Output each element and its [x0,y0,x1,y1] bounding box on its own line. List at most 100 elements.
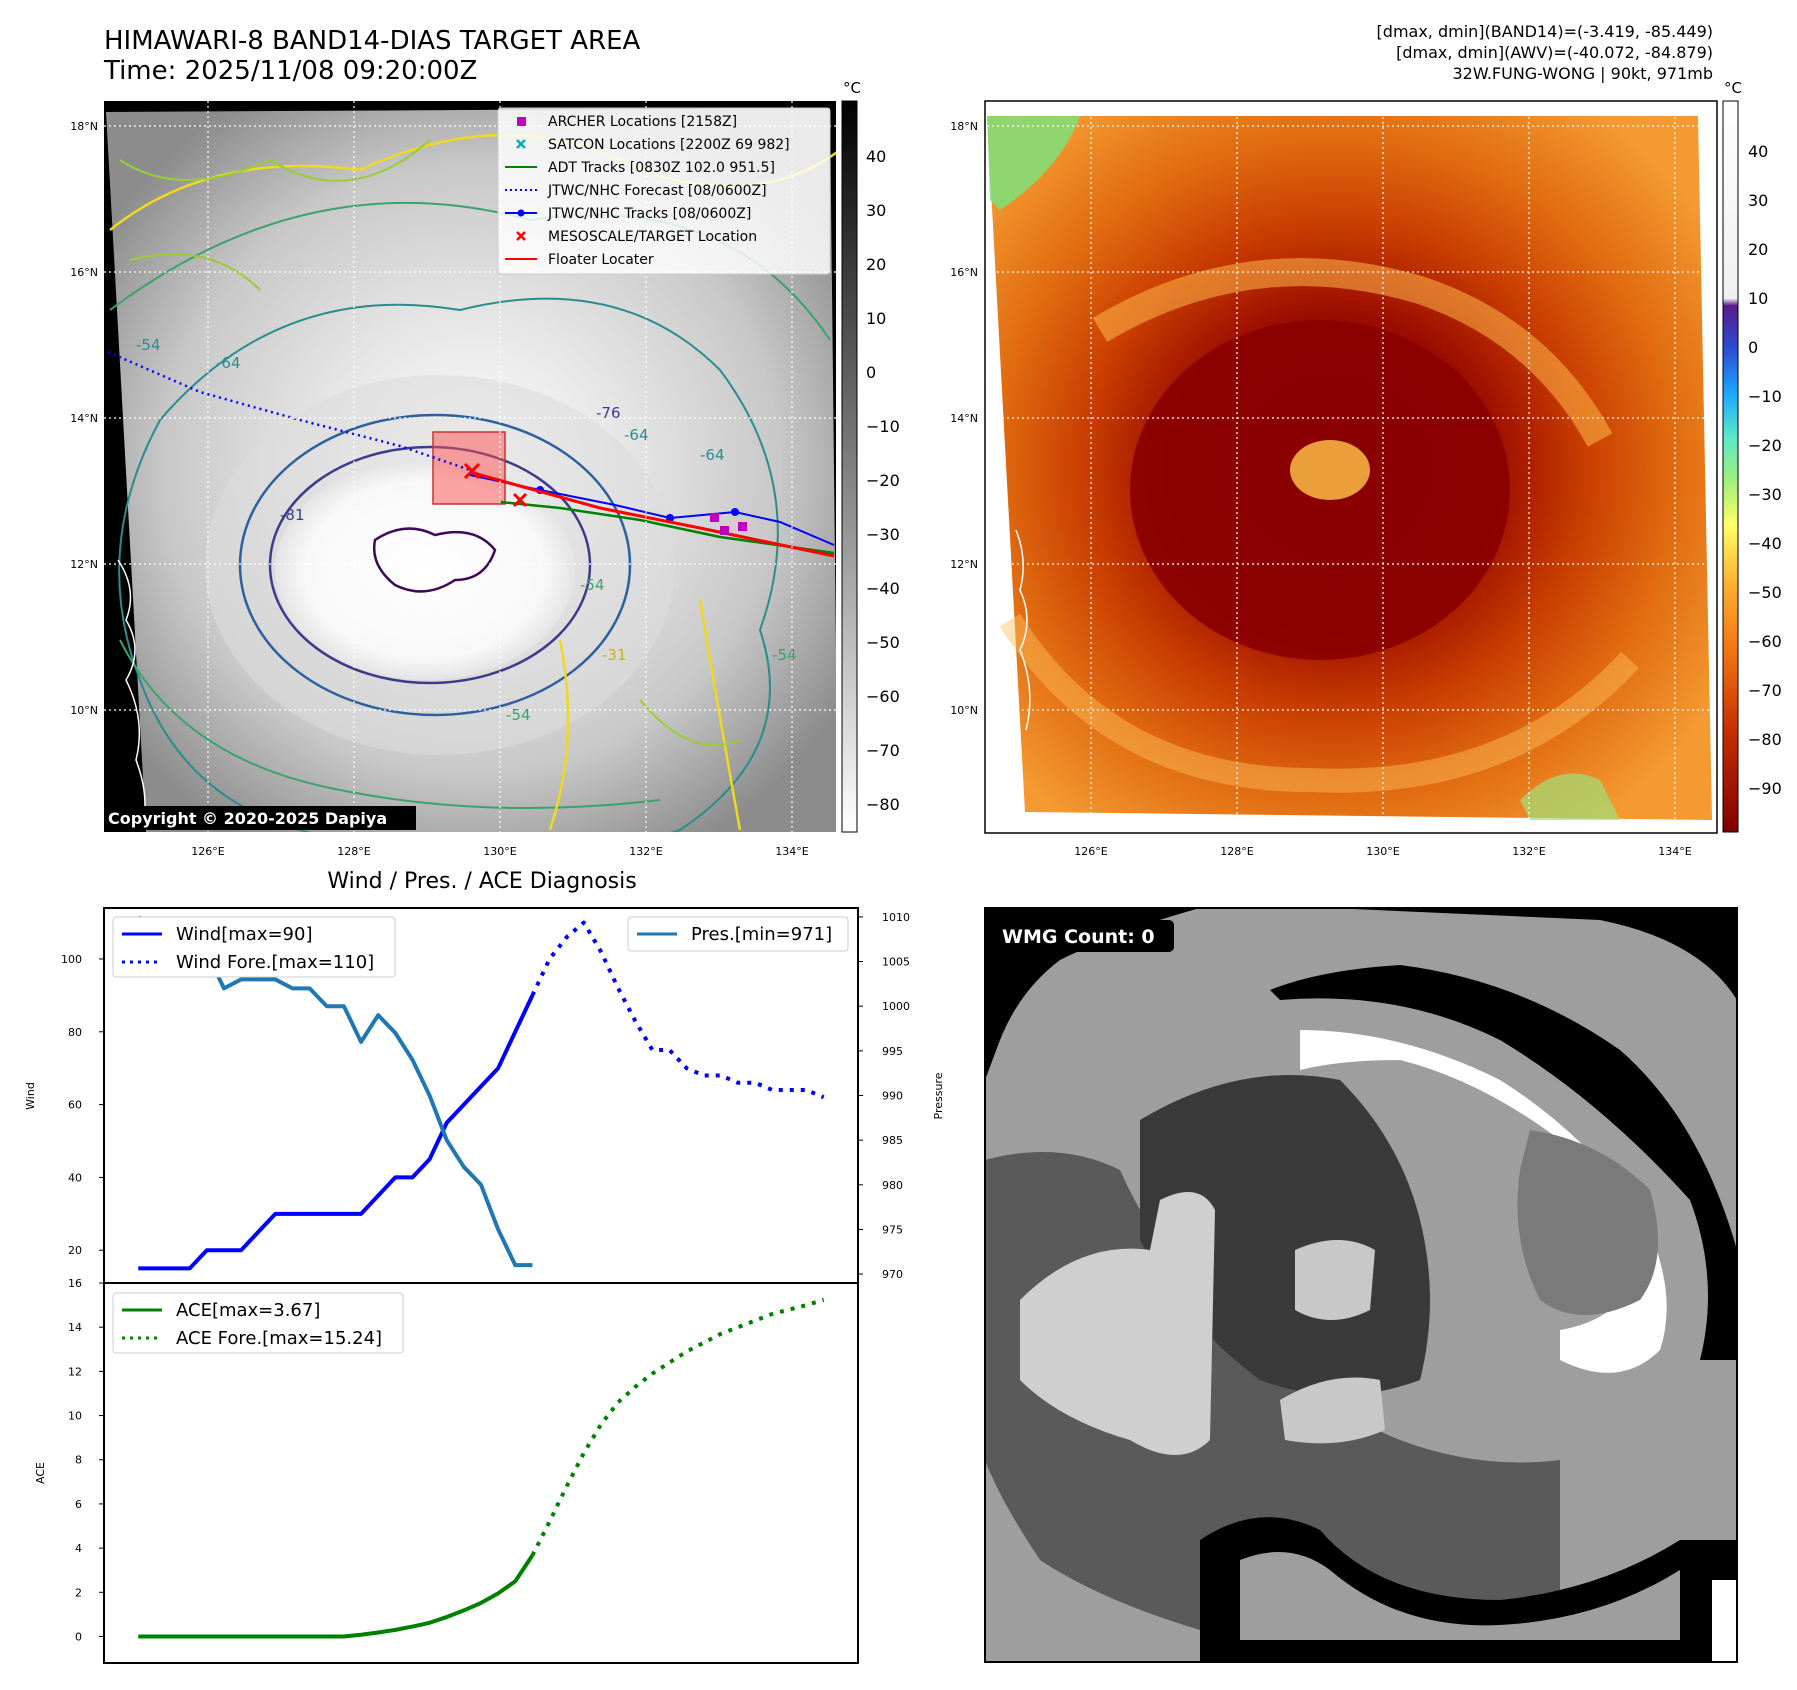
wmg-region-light [1020,1192,1215,1455]
awv-eye-feature [1290,440,1370,500]
legend-archer-marker [517,117,526,126]
contour-label: -64 [700,446,725,464]
wind-tick-label: 20 [68,1244,82,1257]
colorbar-tick: 20 [866,255,886,274]
ace-tick-label: 12 [68,1365,82,1378]
diagnosis-panel: Wind / Pres. / ACE Diagnosis 20406080100… [24,869,945,1664]
figure-title: HIMAWARI-8 BAND14-DIAS TARGET AREA [104,26,641,56]
legend-target-label: MESOSCALE/TARGET Location [548,229,757,245]
colorbar-tick: −30 [866,525,900,544]
contour-76 [238,413,632,717]
ir-legend: ARCHER Locations [2158Z] SATCON Location… [497,107,831,275]
ir-lat-labels: 18°N 16°N 14°N 12°N 10°N [70,120,98,717]
awv-colorbar [1722,100,1739,833]
copyright-text: Copyright © 2020-2025 Dapiya [108,809,387,828]
contour-label: -54 [506,706,531,724]
wmg-count-box [994,920,1174,952]
colorbar-tick: −10 [866,417,900,436]
pressure-tick-label: 995 [882,1045,903,1058]
pressure-tick-label: 990 [882,1090,903,1103]
colorbar-tick: 10 [1748,289,1768,308]
diagnosis-title: Wind / Pres. / ACE Diagnosis [327,869,636,894]
wind-tick-label: 100 [61,953,82,966]
contour-label: -31 [602,646,627,664]
colorbar-tick: −50 [1748,583,1782,602]
colorbar-tick: 20 [1748,240,1768,259]
lat-label: 18°N [950,120,978,133]
contour-label: -76 [596,404,621,422]
dmax-band14-text: [dmax, dmin](BAND14)=(-3.419, -85.449) [1376,22,1713,41]
ace-tick-label: 6 [75,1498,82,1511]
colorbar-tick: −70 [866,741,900,760]
lon-label: 134°E [775,845,808,858]
ace-axes-frame [103,1282,859,1664]
storm-info-text: 32W.FUNG-WONG | 90kt, 971mb [1452,64,1713,83]
adt-track [499,500,835,555]
contour-label: -64 [624,426,649,444]
wmg-count-label: WMG Count: 0 [1002,926,1155,948]
lat-label: 14°N [70,412,98,425]
copyright-box [104,806,416,830]
contour-64 [118,297,779,832]
colorbar-tick: −40 [1748,534,1782,553]
legend-satcon-marker [516,139,526,149]
pressure-tick-label: 1000 [882,1000,910,1013]
awv-lat-labels: 18°N 16°N 14°N 12°N 10°N [950,120,978,717]
ir-colorbar-unit: °C [843,79,861,97]
contour-81 [268,445,592,685]
archer-marker [738,522,747,531]
ace-tick-label: 0 [75,1630,82,1643]
contour-inner [372,527,497,593]
awv-dry-region [987,116,1080,210]
wind-forecast-series-line [530,920,825,1100]
colorbar-tick: −10 [1748,387,1782,406]
colorbar-tick: −90 [1748,779,1782,798]
legend-wind-label: Wind[max=90] [176,924,313,945]
ace-series-line [138,1554,535,1639]
colorbar-tick: 0 [1748,338,1758,357]
colorbar-tick: 40 [866,147,886,166]
lat-label: 12°N [950,558,978,571]
legend-ace-fore-label: ACE Fore.[max=15.24] [176,1328,382,1349]
colorbar-tick: −20 [1748,436,1782,455]
pressure-tick-label: 980 [882,1179,903,1192]
lat-label: 10°N [950,704,978,717]
colorbar-tick: −20 [866,471,900,490]
ace-tick-label: 8 [75,1454,82,1467]
lat-label: 16°N [950,266,978,279]
colorbar-tick: 0 [866,363,876,382]
legend-archer-label: ARCHER Locations [2158Z] [548,114,737,130]
diagnosis-plot: 2040608010097097598098599099510001005101… [61,911,910,1644]
legend-pres-label: Pres.[min=971] [691,924,832,945]
ace-tick-label: 10 [68,1410,82,1423]
awv-lon-labels: 126°E 128°E 130°E 132°E 134°E [1074,845,1691,858]
floater-locater-line [469,470,835,558]
pressure-tick-label: 975 [882,1223,903,1236]
lon-label: 130°E [1366,845,1399,858]
figure-time: Time: 2025/11/08 09:20:00Z [104,56,478,86]
lon-label: 126°E [191,845,224,858]
colorbar-tick: −30 [1748,485,1782,504]
lon-label: 130°E [483,845,516,858]
ir-colorbar-ticks: 40 30 20 10 0 −10 −20 −30 −40 −50 −60 −7… [866,147,900,814]
lon-label: 132°E [1512,845,1545,858]
lat-label: 16°N [70,266,98,279]
wmg-band-black [1270,965,1737,1360]
colorbar-tick: 10 [866,309,886,328]
lat-label: 12°N [70,558,98,571]
colorbar-tick: −80 [1748,730,1782,749]
colorbar-tick: −40 [866,579,900,598]
legend-adt-label: ADT Tracks [0830Z 102.0 951.5] [548,160,775,176]
dmax-awv-text: [dmax, dmin](AWV)=(-40.072, -84.879) [1396,43,1713,62]
lat-label: 10°N [70,704,98,717]
ace-tick-label: 4 [75,1542,82,1555]
wind-legend: Wind[max=90] Wind Fore.[max=110] [112,916,396,978]
cdo-cloud [275,460,575,680]
legend-forecast-label: JTWC/NHC Forecast [08/0600Z] [547,183,767,199]
legend-floater-label: Floater Locater [548,252,654,268]
legend-track-label: JTWC/NHC Tracks [08/0600Z] [547,206,751,222]
awv-colorbar-unit: °C [1724,79,1742,97]
contour-label: -81 [280,506,305,524]
jtwc-forecast-track [107,350,471,472]
contour-label: -54 [136,336,161,354]
